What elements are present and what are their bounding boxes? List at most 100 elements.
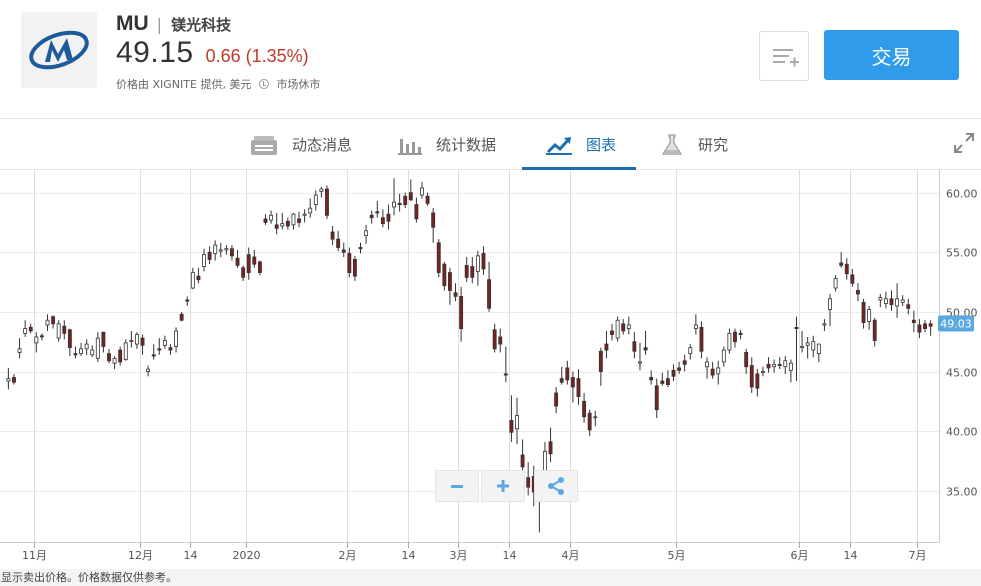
candle bbox=[688, 344, 693, 360]
price-change: 0.66 (1.35%) bbox=[205, 46, 309, 66]
micron-logo-icon bbox=[29, 30, 89, 70]
candle bbox=[185, 296, 190, 306]
candle bbox=[157, 338, 162, 355]
candle bbox=[548, 427, 553, 463]
share-icon bbox=[548, 477, 564, 495]
candle bbox=[420, 181, 424, 199]
disclaimer-bar: 显示卖出价格。价格数据仅供参考。 bbox=[0, 569, 981, 586]
candle bbox=[761, 366, 765, 377]
y-tick-label: 35.00 bbox=[946, 486, 978, 499]
candle bbox=[755, 369, 760, 397]
tab-research[interactable]: 研究 bbox=[660, 119, 728, 170]
candle bbox=[308, 198, 313, 218]
candle bbox=[693, 314, 698, 335]
candle bbox=[168, 344, 173, 355]
news-icon bbox=[251, 135, 277, 155]
x-tick-label: 14 bbox=[503, 549, 517, 562]
plus-icon bbox=[497, 480, 509, 492]
candle bbox=[179, 311, 184, 322]
candle bbox=[872, 317, 877, 347]
candle bbox=[431, 208, 436, 243]
candle bbox=[330, 226, 335, 246]
x-tick-label: 11月 bbox=[22, 549, 47, 562]
candle bbox=[436, 239, 441, 278]
candle bbox=[587, 409, 592, 436]
x-tick-label: 14 bbox=[402, 549, 416, 562]
candle bbox=[263, 214, 268, 225]
x-tick-label: 3月 bbox=[450, 549, 468, 562]
candle bbox=[800, 330, 804, 353]
candle bbox=[515, 397, 519, 445]
candle bbox=[604, 330, 609, 359]
candle bbox=[358, 242, 363, 254]
tab-stats[interactable]: 统计数据 bbox=[398, 119, 496, 170]
x-tick-label: 14 bbox=[184, 549, 198, 562]
candle bbox=[705, 357, 709, 379]
candle bbox=[598, 347, 603, 386]
last-price: 49.15 bbox=[116, 36, 194, 69]
candle bbox=[749, 357, 754, 393]
candle bbox=[246, 247, 251, 280]
candle bbox=[766, 357, 771, 373]
x-tick-label: 6月 bbox=[791, 549, 809, 562]
candle bbox=[34, 332, 39, 353]
candle bbox=[856, 283, 860, 302]
share-button[interactable] bbox=[534, 470, 578, 502]
candle bbox=[794, 316, 799, 382]
tab-chart[interactable]: 图表 bbox=[546, 119, 616, 170]
candle bbox=[559, 366, 564, 385]
tab-news[interactable]: 动态消息 bbox=[250, 119, 352, 170]
tab-news-label: 动态消息 bbox=[292, 136, 353, 154]
candle bbox=[453, 283, 458, 302]
candle bbox=[677, 361, 682, 374]
candle bbox=[364, 224, 369, 244]
expand-icon[interactable] bbox=[953, 132, 975, 154]
candle bbox=[392, 178, 396, 216]
candle bbox=[84, 339, 89, 355]
candle bbox=[783, 356, 788, 374]
candle bbox=[850, 268, 855, 287]
trade-button[interactable]: 交易 bbox=[824, 30, 959, 80]
candle bbox=[643, 330, 648, 355]
x-tick-label: 7月 bbox=[909, 549, 927, 562]
candle bbox=[738, 329, 743, 340]
candle bbox=[280, 212, 285, 230]
candle bbox=[51, 315, 56, 329]
candle bbox=[230, 245, 234, 261]
candle bbox=[811, 335, 816, 358]
candle bbox=[129, 330, 134, 348]
x-tick-label: 2020 bbox=[233, 549, 261, 562]
candle bbox=[777, 357, 782, 370]
zoom-out-button[interactable] bbox=[435, 470, 479, 502]
candle bbox=[671, 364, 676, 382]
zoom-in-button[interactable] bbox=[481, 470, 525, 502]
candle bbox=[895, 283, 900, 318]
candle bbox=[28, 323, 33, 334]
candle bbox=[369, 210, 374, 224]
candle bbox=[733, 328, 737, 348]
candle bbox=[632, 332, 637, 359]
candle bbox=[570, 371, 575, 403]
candle bbox=[520, 439, 525, 473]
candles bbox=[6, 178, 933, 533]
price-provider: 价格由 XIGNITE 提供, 美元 bbox=[116, 78, 252, 91]
candle bbox=[90, 345, 95, 358]
candle bbox=[833, 274, 838, 292]
candle bbox=[582, 392, 587, 423]
candle bbox=[101, 331, 106, 353]
candle bbox=[302, 209, 307, 223]
candle bbox=[174, 327, 178, 353]
candle bbox=[906, 298, 911, 315]
candle bbox=[325, 185, 329, 219]
candle bbox=[403, 192, 408, 209]
candle bbox=[151, 344, 156, 360]
candle bbox=[816, 343, 821, 362]
candle bbox=[654, 378, 659, 418]
candle bbox=[626, 316, 631, 335]
candle bbox=[380, 209, 385, 228]
candle bbox=[397, 193, 402, 212]
candle bbox=[285, 217, 290, 230]
add-to-watchlist-button[interactable] bbox=[759, 31, 809, 81]
